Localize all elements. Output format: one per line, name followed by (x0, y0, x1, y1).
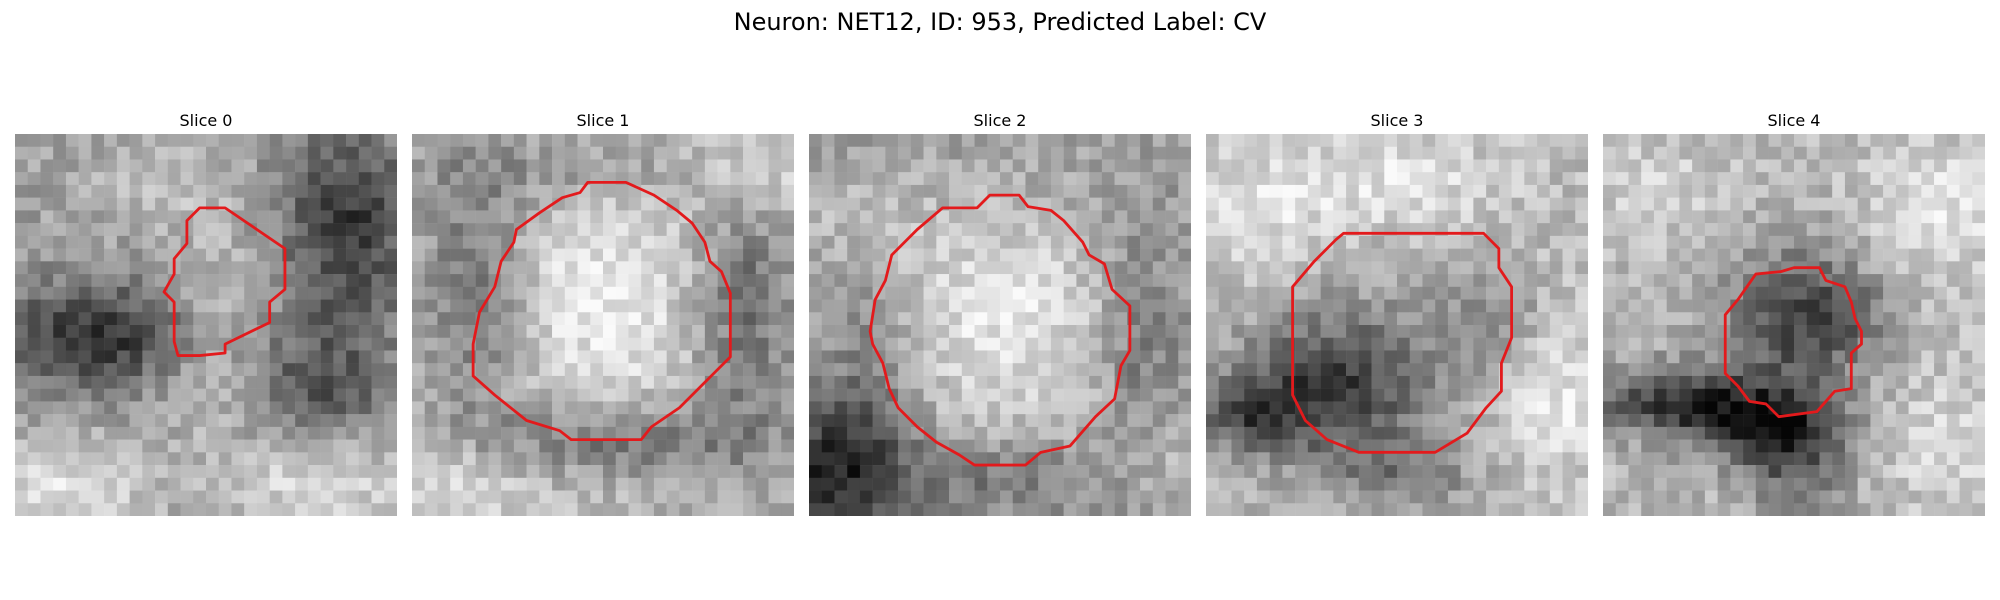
roi-outline-4 (1723, 266, 1863, 419)
slice-panel-4: Slice 4 (1603, 108, 1985, 516)
slice-image-0 (15, 134, 397, 516)
slice-title-4: Slice 4 (1767, 111, 1821, 130)
slice-title-3: Slice 3 (1370, 111, 1424, 130)
slice-image-2 (809, 134, 1191, 516)
slice-image-3 (1206, 134, 1588, 516)
roi-outline-1 (471, 180, 732, 442)
slice-image-1 (412, 134, 794, 516)
figure-title: Neuron: NET12, ID: 953, Predicted Label:… (733, 8, 1267, 36)
slice-panel-3: Slice 3 (1206, 108, 1588, 516)
slice-title-2: Slice 2 (973, 111, 1027, 130)
slice-title-0: Slice 0 (179, 111, 233, 130)
roi-outline-0 (162, 206, 287, 357)
slice-panel-2: Slice 2 (809, 108, 1191, 516)
slice-image-4 (1603, 134, 1985, 516)
slice-panel-0: Slice 0 (15, 108, 397, 516)
slice-panel-1: Slice 1 (412, 108, 794, 516)
slice-title-1: Slice 1 (576, 111, 630, 130)
roi-outline-2 (868, 193, 1132, 467)
roi-outline-3 (1291, 231, 1514, 454)
